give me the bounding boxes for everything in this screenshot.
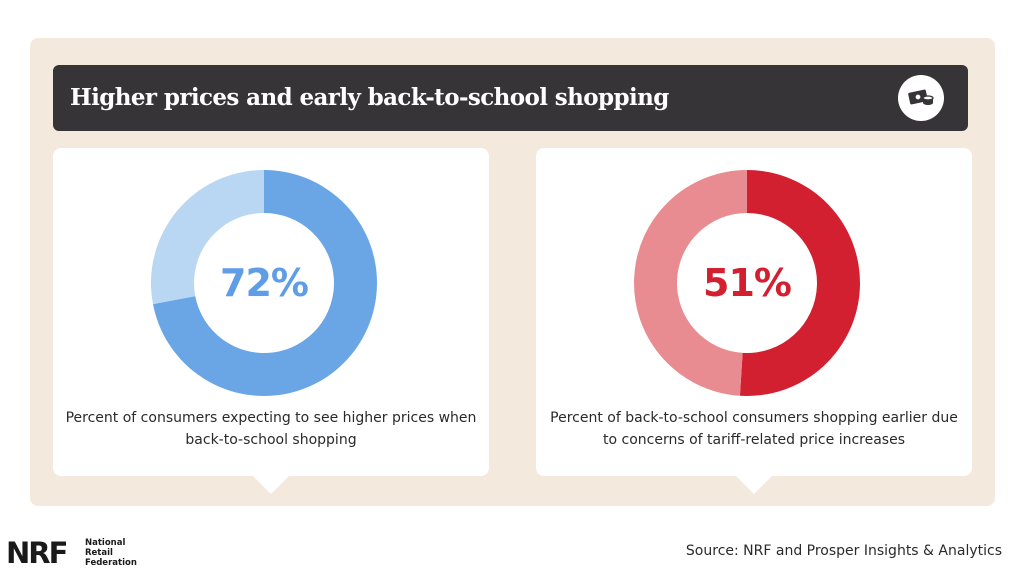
card-notch	[736, 476, 772, 494]
caption-shopping-earlier: Percent of back-to-school consumers shop…	[550, 410, 958, 448]
logo-letters: NRF	[6, 536, 68, 570]
donut-chart-shopping-earlier	[634, 170, 861, 396]
stat-card-shopping-earlier: 51% Percent of back-to-school consumers …	[536, 148, 972, 494]
donut-value-higher-prices: 72%	[220, 261, 309, 305]
donut-slice-highlight	[739, 170, 861, 396]
logo-name-line: Federation	[85, 558, 137, 568]
source-note: Source: NRF and Prosper Insights & Analy…	[685, 543, 1002, 559]
header-bar: Higher prices and early back-to-school s…	[53, 65, 968, 131]
card-notch	[253, 476, 289, 494]
stat-card-higher-prices: 72% Percent of consumers expecting to se…	[53, 148, 489, 494]
donut-slice-remainder	[151, 170, 264, 305]
logo-name-line: Retail	[85, 548, 113, 558]
donut-slice-highlight	[153, 170, 377, 396]
donut-slice-remainder	[634, 170, 747, 396]
caption-higher-prices: Percent of consumers expecting to see hi…	[65, 410, 477, 448]
logo-name: National Retail Federation	[85, 538, 155, 568]
donut-value-shopping-earlier: 51%	[703, 261, 792, 305]
donut-chart-higher-prices	[151, 170, 377, 396]
money-icon	[898, 75, 944, 121]
logo-name-line: National	[85, 538, 126, 548]
header-title: Higher prices and early back-to-school s…	[70, 84, 669, 111]
